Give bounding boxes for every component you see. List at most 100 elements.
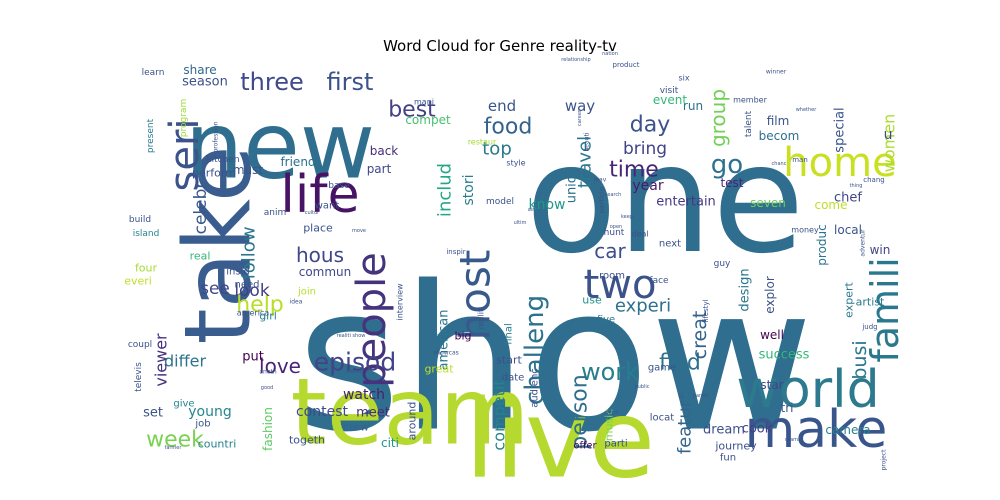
word-young: young (188, 404, 231, 420)
word-hous: hous (296, 243, 344, 267)
word-music: music (603, 409, 616, 442)
word-hunt: hunt (604, 228, 625, 238)
word-career: career (577, 109, 583, 126)
word-drama: drama (785, 437, 801, 443)
word-realiti: realiti (477, 307, 486, 330)
word-room: room (599, 271, 625, 282)
word-take: take (165, 145, 272, 344)
word-end: end (488, 97, 516, 115)
word-live: live (465, 378, 655, 500)
word-girl: girl (259, 310, 277, 323)
word-one: one (525, 113, 804, 287)
word-showcas: showcas (433, 350, 459, 357)
word-dream: dream (703, 423, 745, 438)
word-perform: perform (192, 167, 236, 180)
word-island: island (133, 229, 160, 239)
word-fashion: fashion (261, 407, 275, 451)
word-day: day (630, 113, 670, 138)
word-love: love (259, 354, 301, 378)
word-relationship: relationship (561, 57, 590, 63)
word-stori: stori (461, 175, 477, 206)
word-part: part (367, 162, 392, 176)
word-follow: follow (239, 226, 260, 279)
word-see: see (200, 279, 230, 299)
word-kitchen: kitchen (206, 155, 239, 165)
word-come: come (814, 198, 847, 212)
word-design: design (738, 268, 753, 311)
word-bring: bring (623, 139, 667, 159)
word-job: job (194, 419, 210, 430)
word-top: top (482, 139, 512, 160)
word-project: project (881, 449, 888, 470)
word-group: group (706, 89, 730, 147)
word-cultur: cultur (305, 210, 320, 216)
word-explor: explor (763, 276, 777, 314)
word-join: join (297, 287, 316, 298)
word-good: good (261, 385, 273, 391)
word-coupl: coupl (128, 340, 152, 350)
word-place: place (303, 222, 333, 235)
word-way: way (565, 97, 595, 115)
word-mani: mani (414, 98, 434, 107)
word-restaur: restaur (468, 138, 497, 147)
word-american: american (437, 310, 452, 371)
word-everi: everi (124, 275, 152, 288)
word-produc: produc (815, 224, 829, 265)
word-parent: parent (693, 393, 709, 399)
word-guy: guy (714, 259, 731, 269)
word-base: base (328, 181, 350, 191)
word-big: big (454, 330, 471, 343)
chart-title: Word Cloud for Genre reality-tv (383, 37, 617, 55)
word-give: give (173, 399, 194, 410)
word-commun: commun (299, 265, 352, 279)
word-share: share (183, 63, 216, 77)
word-search: search (605, 192, 622, 198)
word-world: world (736, 360, 879, 420)
word-life: life (280, 165, 359, 225)
word-contest: contest (296, 404, 349, 420)
word-next: next (659, 239, 681, 250)
word-journey: journey (714, 440, 757, 453)
word-face: face (649, 276, 669, 286)
word-lifestyl: lifestyl (702, 299, 710, 322)
word-celebr: celebr (191, 182, 211, 235)
word-show: show (297, 244, 814, 477)
cloud-background (125, 60, 900, 440)
word-work: work (581, 358, 639, 386)
word-differ: differ (164, 352, 206, 371)
word-use: use (582, 294, 602, 307)
word-four: four (135, 262, 158, 275)
word-go: go (711, 150, 743, 180)
word-first: first (327, 68, 374, 96)
word-viewer: viewer (152, 333, 171, 387)
word-realiti-show: realiti show (337, 333, 366, 339)
word-local: local (834, 223, 862, 237)
word-people: people (349, 252, 395, 388)
word-parti: parti (604, 439, 627, 450)
word-creat: creat (689, 311, 711, 360)
word-season: season (182, 75, 228, 90)
word-real: real (190, 250, 211, 263)
word-anoth: anoth (259, 369, 277, 376)
word-artist: artist (856, 296, 885, 309)
word-money: money (791, 226, 819, 235)
word-featur: featur (675, 399, 696, 454)
word-car: car (594, 239, 626, 263)
word-around: around (406, 402, 419, 441)
word-look: look (234, 281, 270, 301)
word-well: well (760, 328, 784, 342)
word-five: five (597, 315, 615, 326)
word-keep: keep (621, 214, 633, 220)
word-women: women (880, 114, 899, 172)
word-owner: owner (346, 369, 362, 375)
word-interview: interview (396, 283, 405, 321)
word-fun: fun (720, 453, 736, 464)
word-tri: tri (781, 401, 794, 415)
word-final: final (504, 323, 515, 345)
word-audienc: audienc (530, 368, 541, 408)
word-becom: becom (759, 129, 800, 143)
word-includ: includ (435, 163, 456, 217)
word-america: america (237, 309, 270, 318)
word-back: back (370, 144, 399, 158)
